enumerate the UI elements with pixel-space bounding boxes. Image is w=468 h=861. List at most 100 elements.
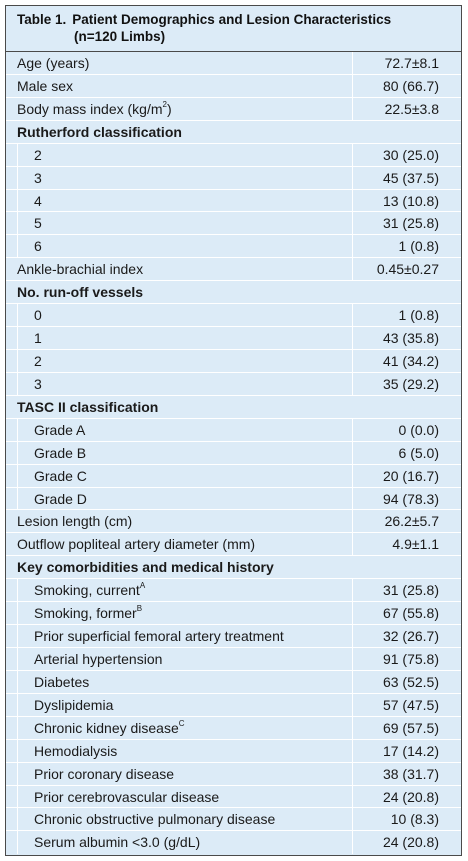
row-value: 22.5±3.8 [384, 100, 439, 117]
row-label-text: Prior coronary disease [34, 765, 175, 782]
row-label: Grade B [34, 445, 86, 461]
row-label-text: Prior superficial femoral artery treatme… [34, 628, 284, 645]
table-title-line1: Patient Demographics and Lesion Characte… [72, 12, 392, 27]
footnote-marker: C [178, 718, 185, 728]
indent-divider [17, 143, 18, 166]
row-label: 1 [34, 330, 42, 346]
row-label-text: Age (years) [17, 55, 90, 71]
indent-divider [17, 716, 18, 739]
indent-divider [17, 785, 18, 808]
table-row: Smoking, formerB 67 (55.8) [6, 602, 461, 626]
row-label: 2 [34, 353, 42, 369]
table-row: Diabetes 63 (52.5) [6, 670, 461, 694]
table-row: Chronic obstructive pulmonary disease 10 … [6, 808, 461, 832]
table-row: 1 43 (35.8) [6, 327, 461, 350]
row-value: 31 (25.8) [382, 582, 439, 599]
indent-divider [17, 304, 18, 327]
column-divider [352, 212, 353, 235]
row-label: No. run-off vessels [17, 284, 143, 300]
column-divider [352, 235, 353, 258]
row-label: Chronic obstructive pulmonary disease [34, 811, 275, 827]
row-value: 4.9±1.1 [392, 536, 439, 553]
indent-divider [17, 327, 18, 349]
indent-divider [17, 418, 18, 441]
column-divider [352, 327, 353, 349]
row-label-text: Smoking, former [34, 605, 137, 622]
row-label: Age (years) [17, 55, 89, 71]
row-label-text: 4 [34, 192, 42, 209]
column-divider [352, 464, 353, 487]
row-label: Chronic kidney diseaseC [34, 718, 185, 736]
column-divider [352, 74, 353, 97]
row-label: Prior superficial femoral artery treatme… [34, 628, 284, 644]
table-row: 2 30 (25.0) [6, 143, 461, 167]
row-value: 24 (20.8) [382, 834, 439, 851]
row-value: 38 (31.7) [382, 765, 439, 782]
indent-divider [17, 670, 18, 693]
column-divider [352, 166, 353, 189]
row-value: 6 (5.0) [398, 444, 439, 461]
column-divider [352, 693, 353, 716]
row-label: Body mass index (kg/m2) [17, 99, 172, 117]
demographics-table: Table 1. Patient Demographics and Lesion … [5, 5, 462, 856]
indent-divider [17, 487, 18, 510]
row-label-text: Key comorbidities and medical history [17, 559, 274, 576]
table-section-row: No. run-off vessels [6, 281, 461, 305]
indent-divider [17, 693, 18, 716]
column-divider [352, 304, 353, 327]
table-row: Hemodialysis 17 (14.2) [6, 739, 461, 763]
column-divider [352, 487, 353, 510]
row-label: Diabetes [34, 674, 89, 690]
column-divider [352, 625, 353, 647]
row-label-text: Dyslipidemia [34, 696, 114, 713]
table-row: 6 1 (0.8) [6, 235, 461, 259]
table-row: Grade B 6 (5.0) [6, 441, 461, 465]
row-label: Arterial hypertension [34, 651, 162, 667]
row-label-text: 3 [34, 169, 42, 186]
table-row: 2 41 (34.2) [6, 349, 461, 373]
table-section-row: Key comorbidities and medical history [6, 556, 461, 580]
table-row: Serum albumin <3.0 (g/dL) 24 (20.8) [6, 831, 461, 855]
table-body: Age (years) 72.7±8.1 Male sex 80 (66.7) Body… [6, 52, 461, 855]
indent-divider [17, 166, 18, 189]
row-label: Dyslipidemia [34, 697, 113, 713]
table-row: Outflow popliteal artery diameter (mm) 4.… [6, 533, 461, 557]
table-row: Prior coronary disease 38 (31.7) [6, 762, 461, 786]
column-divider [352, 647, 353, 670]
indent-divider [17, 579, 18, 602]
row-label: 0 [34, 307, 42, 323]
row-label: 4 [34, 193, 42, 209]
row-label-text: TASC II classification [17, 398, 159, 415]
column-divider [352, 372, 353, 395]
table-row: Grade C 20 (16.7) [6, 464, 461, 488]
row-value: 32 (26.7) [382, 628, 439, 645]
row-label-text: Grade D [34, 490, 87, 507]
table-row: Dyslipidemia 57 (47.5) [6, 693, 461, 717]
row-label-text: Ankle-brachial index [17, 261, 144, 278]
row-label: TASC II classification [17, 399, 158, 415]
row-label-text: Hemodialysis [34, 742, 118, 759]
row-label: 2 [34, 147, 42, 163]
row-label: Rutherford classification [17, 124, 182, 140]
row-value: 17 (14.2) [382, 742, 439, 759]
row-label-text: 6 [34, 238, 42, 255]
row-label-text: 3 [34, 375, 42, 392]
column-divider [352, 97, 353, 120]
row-label-text: Smoking, current [34, 582, 140, 599]
row-value: 72.7±8.1 [384, 55, 439, 71]
table-caption: Table 1. Patient Demographics and Lesion … [6, 6, 461, 52]
row-label: Key comorbidities and medical history [17, 559, 274, 575]
row-value: 1 (0.8) [398, 307, 439, 324]
column-divider [352, 189, 353, 212]
footnote-marker: 2 [162, 99, 167, 109]
row-label-text: Grade B [34, 444, 87, 461]
indent-divider [17, 189, 18, 212]
row-value: 69 (57.5) [382, 719, 439, 736]
footnote-marker: A [139, 581, 146, 591]
table-row: 4 13 (10.8) [6, 189, 461, 213]
table-section-row: Rutherford classification [6, 121, 461, 144]
row-value: 26.2±5.7 [384, 513, 439, 530]
table-row: Arterial hypertension 91 (75.8) [6, 647, 461, 671]
row-value: 80 (66.7) [382, 77, 439, 94]
row-label: Serum albumin <3.0 (g/dL) [34, 834, 200, 850]
